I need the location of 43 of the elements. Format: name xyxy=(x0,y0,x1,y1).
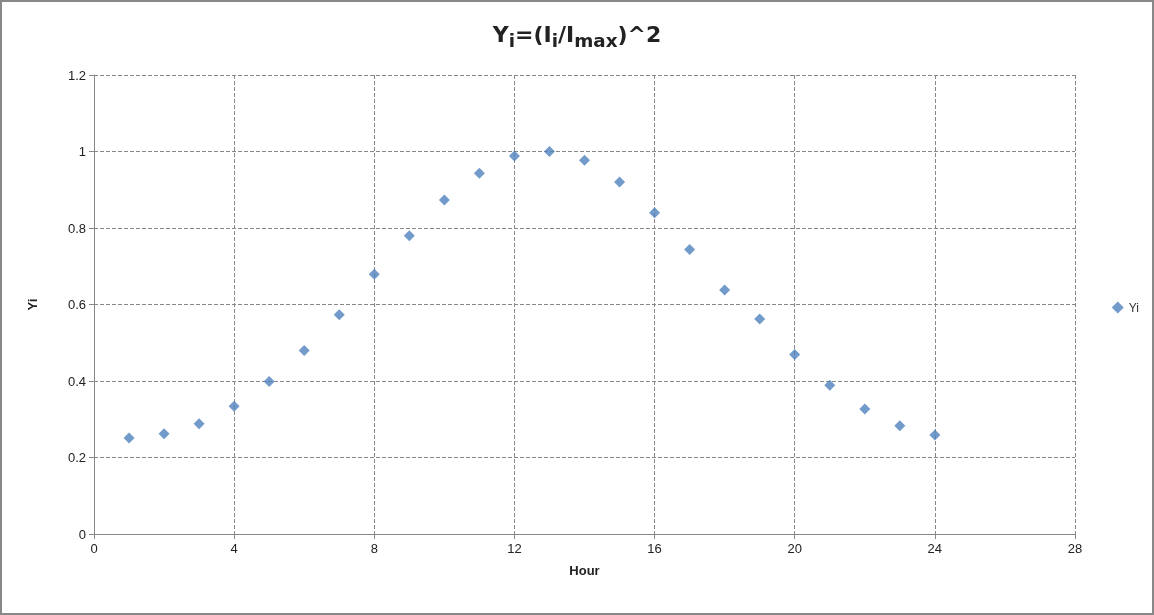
x-tick-label: 0 xyxy=(90,541,98,556)
point xyxy=(543,146,555,157)
y-tick-label: 0.2 xyxy=(67,450,86,465)
point xyxy=(368,268,380,280)
point xyxy=(333,309,345,321)
x-tick-label: 24 xyxy=(927,541,943,556)
point xyxy=(298,344,310,356)
point xyxy=(894,420,906,432)
point xyxy=(859,403,871,415)
point xyxy=(614,176,626,188)
y-tick-label: 0.8 xyxy=(67,220,86,236)
y-tick-label: 0 xyxy=(78,526,86,542)
point xyxy=(228,400,240,412)
y-axis-title: Yi xyxy=(25,298,40,311)
x-axis-title: Hour xyxy=(569,563,600,578)
point xyxy=(438,194,450,206)
y-tick-label: 0.4 xyxy=(67,373,86,389)
y-tick-label: 1 xyxy=(78,144,86,159)
y-tick-label: 0.6 xyxy=(67,297,86,312)
point xyxy=(403,230,415,242)
chart-title: Y$_{i}$=(I$_{i}$/I$_{max}$)^2 xyxy=(491,22,663,52)
point xyxy=(754,313,766,325)
point xyxy=(473,167,485,179)
x-tick-label: 16 xyxy=(647,541,662,556)
point xyxy=(158,428,170,440)
legend-label: Yi xyxy=(1128,300,1140,315)
x-tick-label: 4 xyxy=(230,541,238,556)
point xyxy=(579,154,590,166)
y-tick-label: 1.2 xyxy=(67,67,86,83)
point xyxy=(684,243,696,255)
point xyxy=(929,429,941,441)
point xyxy=(193,418,205,430)
x-tick-label: 8 xyxy=(370,541,378,556)
point xyxy=(263,375,275,387)
point xyxy=(824,379,836,391)
x-tick-label: 28 xyxy=(1067,541,1083,556)
point xyxy=(789,349,801,361)
point xyxy=(649,207,661,219)
point xyxy=(719,284,731,296)
x-tick-label: 12 xyxy=(507,541,522,556)
point xyxy=(123,432,135,444)
point xyxy=(508,150,520,162)
x-tick-label: 20 xyxy=(787,541,802,556)
